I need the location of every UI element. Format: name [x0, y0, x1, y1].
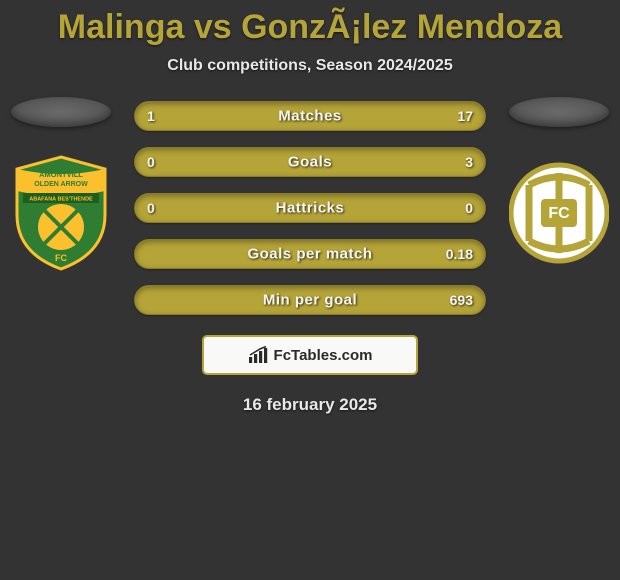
stat-right-value: 693 [450, 292, 473, 308]
stat-row-goals: 0 Goals 3 [134, 147, 486, 177]
stat-label: Goals [288, 154, 332, 171]
stat-right-value: 0.18 [446, 246, 473, 262]
comparison-card: Malinga vs GonzÃ¡lez Mendoza Club compet… [0, 0, 620, 415]
stat-left-value: 0 [147, 200, 155, 216]
right-club-fc: FC [548, 205, 570, 222]
left-club-logo: AMONTVILL OLDEN ARROW ABAFANA BES'THENDE… [11, 155, 111, 271]
right-club-logo: FC [509, 155, 609, 271]
stat-row-goals-per-match: Goals per match 0.18 [134, 239, 486, 269]
left-club-fc: FC [55, 253, 67, 263]
left-player-silhouette [11, 97, 111, 127]
stat-right-value: 0 [465, 200, 473, 216]
left-player-column: AMONTVILL OLDEN ARROW ABAFANA BES'THENDE… [6, 97, 116, 271]
stat-left-value: 1 [147, 108, 155, 124]
brand-text: FcTables.com [274, 347, 373, 364]
stat-row-min-per-goal: Min per goal 693 [134, 285, 486, 315]
left-club-text-1: AMONTVILL [39, 170, 83, 179]
date-line: 16 february 2025 [0, 395, 620, 415]
stat-label: Goals per match [247, 246, 372, 263]
stat-label: Min per goal [263, 292, 357, 309]
stats-column: 1 Matches 17 0 Goals 3 0 Hattricks 0 Goa… [134, 97, 486, 315]
left-club-text-2: OLDEN ARROW [34, 181, 88, 188]
stat-left-value: 0 [147, 154, 155, 170]
subtitle: Club competitions, Season 2024/2025 [0, 57, 620, 75]
brand-card[interactable]: FcTables.com [202, 335, 418, 375]
stat-right-value: 3 [465, 154, 473, 170]
stat-label: Hattricks [276, 200, 345, 217]
stat-label: Matches [278, 108, 342, 125]
page-title: Malinga vs GonzÃ¡lez Mendoza [0, 8, 620, 47]
stat-row-hattricks: 0 Hattricks 0 [134, 193, 486, 223]
stat-row-matches: 1 Matches 17 [134, 101, 486, 131]
content-row: AMONTVILL OLDEN ARROW ABAFANA BES'THENDE… [0, 97, 620, 315]
right-player-silhouette [509, 97, 609, 127]
stat-right-value: 17 [457, 108, 473, 124]
chart-icon [248, 346, 270, 364]
left-club-text-3: ABAFANA BES'THENDE [29, 197, 93, 203]
right-player-column: FC [504, 97, 614, 271]
